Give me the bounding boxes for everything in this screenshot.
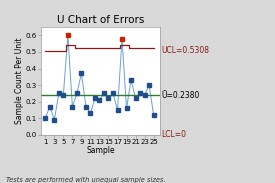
Text: LCL=0: LCL=0 [162, 130, 186, 139]
Text: Ū=0.2380: Ū=0.2380 [162, 91, 200, 100]
Text: Tests are performed with unequal sample sizes.: Tests are performed with unequal sample … [6, 177, 165, 183]
X-axis label: Sample: Sample [86, 146, 115, 155]
Text: UCL=0.5308: UCL=0.5308 [162, 46, 210, 55]
Y-axis label: Sample Count Per Unit: Sample Count Per Unit [15, 38, 24, 124]
Title: U Chart of Errors: U Chart of Errors [57, 15, 144, 25]
